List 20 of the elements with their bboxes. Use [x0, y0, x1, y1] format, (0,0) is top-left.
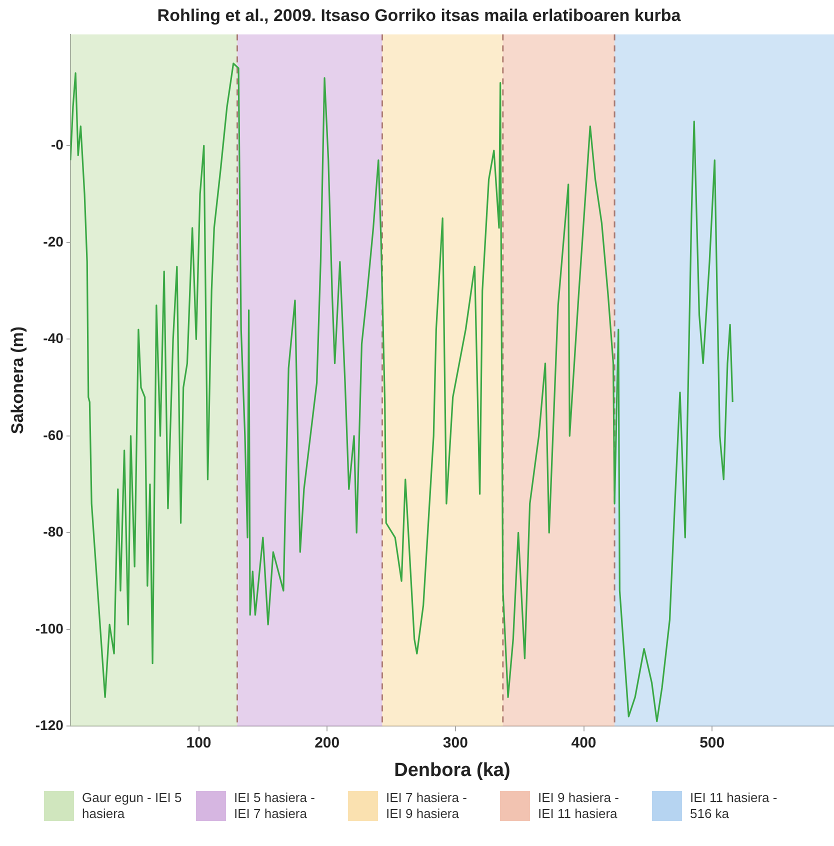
y-tick-label: -80	[43, 524, 64, 540]
legend-label: IEI 5 hasiera - IEI 7 hasiera	[234, 790, 316, 822]
legend-label: IEI 7 hasiera - IEI 9 hasiera	[386, 790, 468, 822]
y-tick-label: -120	[35, 717, 64, 734]
y-tick-label: -100	[35, 620, 64, 636]
y-tick-label: -20	[43, 233, 64, 250]
y-tick-label: -60	[43, 426, 64, 443]
x-tick-label: 200	[314, 734, 340, 752]
x-axis-title: Denbora (ka)	[394, 760, 510, 781]
y-tick-label: -40	[43, 330, 64, 346]
legend-label: IEI 11 hasiera - 516 ka	[690, 790, 778, 822]
x-tick-label: 100	[186, 734, 212, 752]
x-tick-label: 300	[442, 734, 468, 752]
legend-label: IEI 9 hasiera - IEI 11 hasiera	[538, 790, 620, 822]
x-tick-label: 500	[700, 734, 725, 752]
chart-title: Rohling et al., 2009. Itsaso Gorriko itsas maila erlatiboaren kurba	[157, 6, 682, 25]
y-tick-label: -0	[50, 136, 64, 153]
x-tick-label: 400	[571, 734, 596, 752]
y-axis-title: Sakonera (m)	[8, 326, 27, 434]
legend-label: Gaur egun - IEI 5 hasiera	[82, 790, 182, 822]
